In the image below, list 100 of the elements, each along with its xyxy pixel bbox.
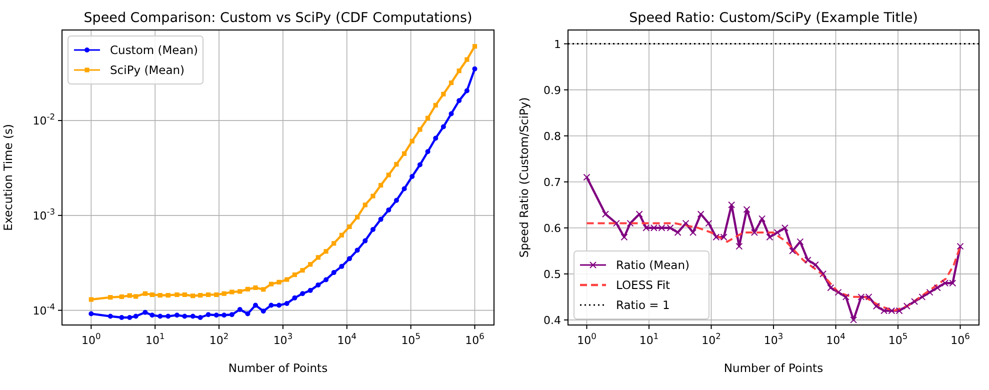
y-tick-label: 0.9	[544, 84, 561, 97]
point	[911, 298, 918, 306]
point	[417, 162, 422, 168]
point	[934, 284, 941, 292]
point	[253, 285, 258, 290]
point	[425, 116, 430, 120]
point	[331, 270, 336, 276]
point	[308, 262, 313, 267]
point	[222, 291, 226, 296]
point	[872, 302, 880, 310]
point	[690, 228, 697, 236]
y-axis-title: Speed Ratio (Custom/SciPy)	[517, 97, 531, 258]
point	[245, 311, 250, 316]
point	[324, 249, 328, 254]
point	[166, 314, 171, 319]
x-tick-label: 10$^{4}$	[337, 331, 357, 347]
point	[206, 312, 211, 318]
point	[182, 314, 188, 319]
point	[245, 286, 250, 292]
point	[834, 288, 842, 296]
point	[119, 314, 124, 320]
point	[355, 214, 360, 220]
point	[842, 293, 850, 300]
point	[827, 284, 834, 292]
point	[620, 234, 628, 241]
point	[229, 312, 234, 318]
point	[448, 111, 454, 116]
point	[370, 194, 376, 198]
point	[252, 302, 258, 308]
point	[190, 294, 196, 298]
point	[127, 314, 132, 320]
point	[410, 174, 415, 180]
point	[237, 306, 242, 312]
x-tick-label: 10$^{3}$	[764, 331, 784, 347]
point	[276, 280, 282, 284]
point	[142, 291, 148, 296]
point	[386, 172, 391, 178]
y-tick-label: 10$^{-2}$	[32, 112, 55, 128]
point	[612, 220, 620, 227]
point	[796, 238, 804, 246]
point	[682, 220, 690, 227]
point	[292, 272, 297, 278]
x-tick-label: 10$^{1}$	[639, 331, 659, 347]
x-axis-title: Number of Points	[228, 361, 328, 375]
point	[292, 295, 298, 300]
point	[182, 292, 187, 298]
point	[394, 162, 399, 167]
x-tick-label: 10$^{3}$	[273, 331, 293, 347]
point	[300, 268, 305, 273]
point	[339, 264, 344, 269]
point	[260, 308, 266, 314]
x-tick-label: 10$^{0}$	[577, 331, 596, 347]
y-tick-label: 0.8	[544, 130, 561, 143]
point	[150, 292, 154, 298]
point	[743, 206, 750, 213]
legend-label: SciPy (Mean)	[110, 63, 185, 77]
point	[774, 228, 781, 236]
point	[214, 292, 219, 298]
point	[918, 293, 926, 300]
point	[750, 228, 758, 236]
point	[362, 238, 368, 244]
point	[418, 127, 422, 132]
point	[339, 232, 344, 238]
point	[425, 149, 430, 154]
y-tick-label: 10$^{-3}$	[32, 206, 55, 222]
point	[284, 277, 290, 282]
point	[781, 224, 788, 232]
point	[316, 255, 320, 260]
point	[386, 208, 392, 213]
point	[472, 66, 478, 72]
point	[261, 287, 266, 292]
point	[362, 202, 368, 208]
y-tick-label: 0.7	[544, 176, 561, 189]
point	[268, 282, 274, 286]
point	[276, 302, 282, 308]
point	[402, 151, 407, 156]
point	[433, 136, 438, 141]
point	[214, 312, 219, 318]
point	[448, 80, 454, 86]
point	[206, 292, 211, 298]
x-tick-label: 10$^{2}$	[209, 331, 229, 347]
point	[347, 224, 352, 230]
point	[456, 68, 462, 74]
point	[456, 98, 462, 104]
point	[378, 182, 384, 188]
x-tick-label: 10$^{5}$	[401, 331, 420, 347]
point	[284, 300, 290, 306]
point	[697, 210, 704, 218]
point	[903, 302, 910, 310]
point	[150, 312, 155, 318]
point	[174, 312, 180, 318]
point	[850, 316, 858, 324]
point	[300, 291, 306, 296]
x-tick-label: 10$^{6}$	[465, 331, 484, 347]
point	[238, 289, 242, 294]
point	[354, 248, 360, 253]
point	[433, 102, 438, 108]
y-axis-title: Execution Time (s)	[1, 124, 15, 231]
point	[394, 198, 399, 203]
point	[166, 292, 170, 298]
